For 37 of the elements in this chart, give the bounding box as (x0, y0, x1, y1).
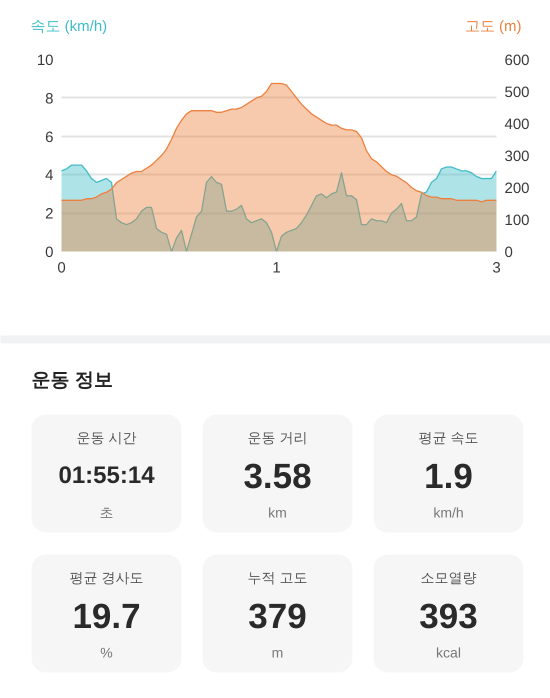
text: 393 (419, 597, 478, 636)
x-tick-label: 1 (272, 260, 281, 276)
text: 운동 정보 (32, 370, 113, 391)
y2-tick-label: 200 (504, 180, 530, 197)
y2-tick-label: 400 (504, 116, 530, 133)
y-tick-label: 0 (45, 244, 54, 261)
y-tick-label: 10 (36, 52, 54, 69)
y2-axis-title: 고도 (m) (464, 18, 522, 35)
text: m (272, 644, 284, 660)
y-tick-label: 4 (45, 167, 54, 184)
y-tick-label: 6 (45, 128, 54, 146)
y-tick-label: 8 (45, 90, 54, 108)
text: 3.58 (243, 457, 312, 496)
text: 누적 고도 (248, 570, 308, 586)
y-tick-label: 2 (45, 206, 54, 223)
y2-tick-label: 0 (504, 244, 513, 261)
text: % (100, 644, 113, 660)
text: 1.9 (424, 457, 473, 496)
text: 01:55:14 (58, 462, 156, 489)
text: 초 (100, 504, 114, 520)
x-tick-label: 3 (492, 260, 501, 276)
y2-tick-label: 500 (504, 84, 530, 101)
text: 379 (248, 597, 307, 636)
text: kcal (436, 644, 461, 660)
y-axis-title: 속도 (km/h) (30, 18, 108, 35)
text: 운동 시간 (76, 430, 136, 446)
y2-tick-label: 100 (504, 212, 530, 229)
y2-tick-label: 300 (504, 148, 530, 165)
text: km (268, 504, 287, 520)
y2-tick-label: 600 (504, 52, 530, 69)
text: 19.7 (72, 597, 141, 636)
text: 평균 경사도 (70, 570, 144, 586)
text: 평균 속도 (418, 430, 478, 446)
text: 소모열량 (420, 570, 476, 586)
x-tick-label: 0 (57, 260, 66, 276)
text: 운동 거리 (248, 430, 308, 446)
text: km/h (433, 504, 464, 520)
